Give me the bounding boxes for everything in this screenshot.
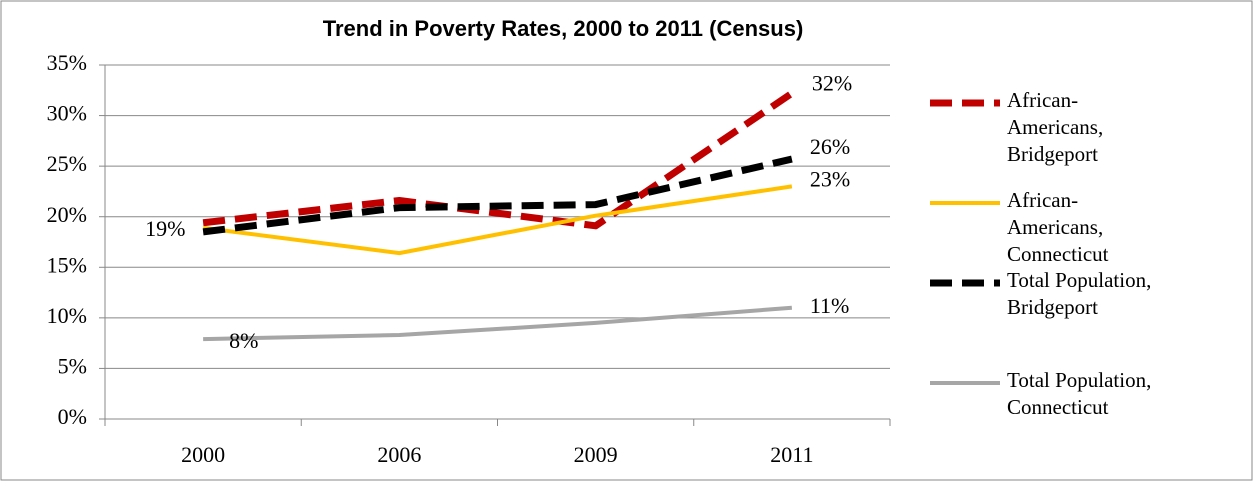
legend-label: African-Americans, Connecticut: [1007, 188, 1109, 266]
series-line: [203, 305, 793, 342]
series-line: [202, 90, 794, 230]
series-line: [202, 184, 793, 256]
data-label: 11%: [810, 293, 850, 318]
x-tick-label: 2000: [181, 442, 225, 467]
data-label: 19%: [145, 216, 185, 241]
y-tick-label: 0%: [58, 404, 87, 429]
x-tick-label: 2009: [574, 442, 618, 467]
data-label: 26%: [810, 134, 850, 159]
y-tick-label: 20%: [47, 202, 87, 227]
x-tick-label: 2011: [770, 442, 813, 467]
series-line: [202, 155, 793, 236]
data-label: 23%: [810, 166, 850, 191]
chart-title: Trend in Poverty Rates, 2000 to 2011 (Ce…: [323, 16, 804, 41]
y-tick-label: 35%: [47, 50, 87, 75]
data-label: 8%: [229, 328, 258, 353]
y-tick-label: 25%: [47, 151, 87, 176]
y-tick-label: 5%: [58, 353, 87, 378]
y-tick-label: 15%: [47, 252, 87, 277]
y-tick-label: 10%: [47, 303, 87, 328]
data-label: 32%: [812, 70, 852, 95]
legend-label: African-Americans, Bridgeport: [1007, 88, 1104, 166]
x-tick-label: 2006: [377, 442, 421, 467]
legend-label: Total Population, Bridgeport: [1007, 268, 1152, 319]
legend-label: Total Population, Connecticut: [1007, 368, 1152, 419]
y-tick-label: 30%: [47, 101, 87, 126]
